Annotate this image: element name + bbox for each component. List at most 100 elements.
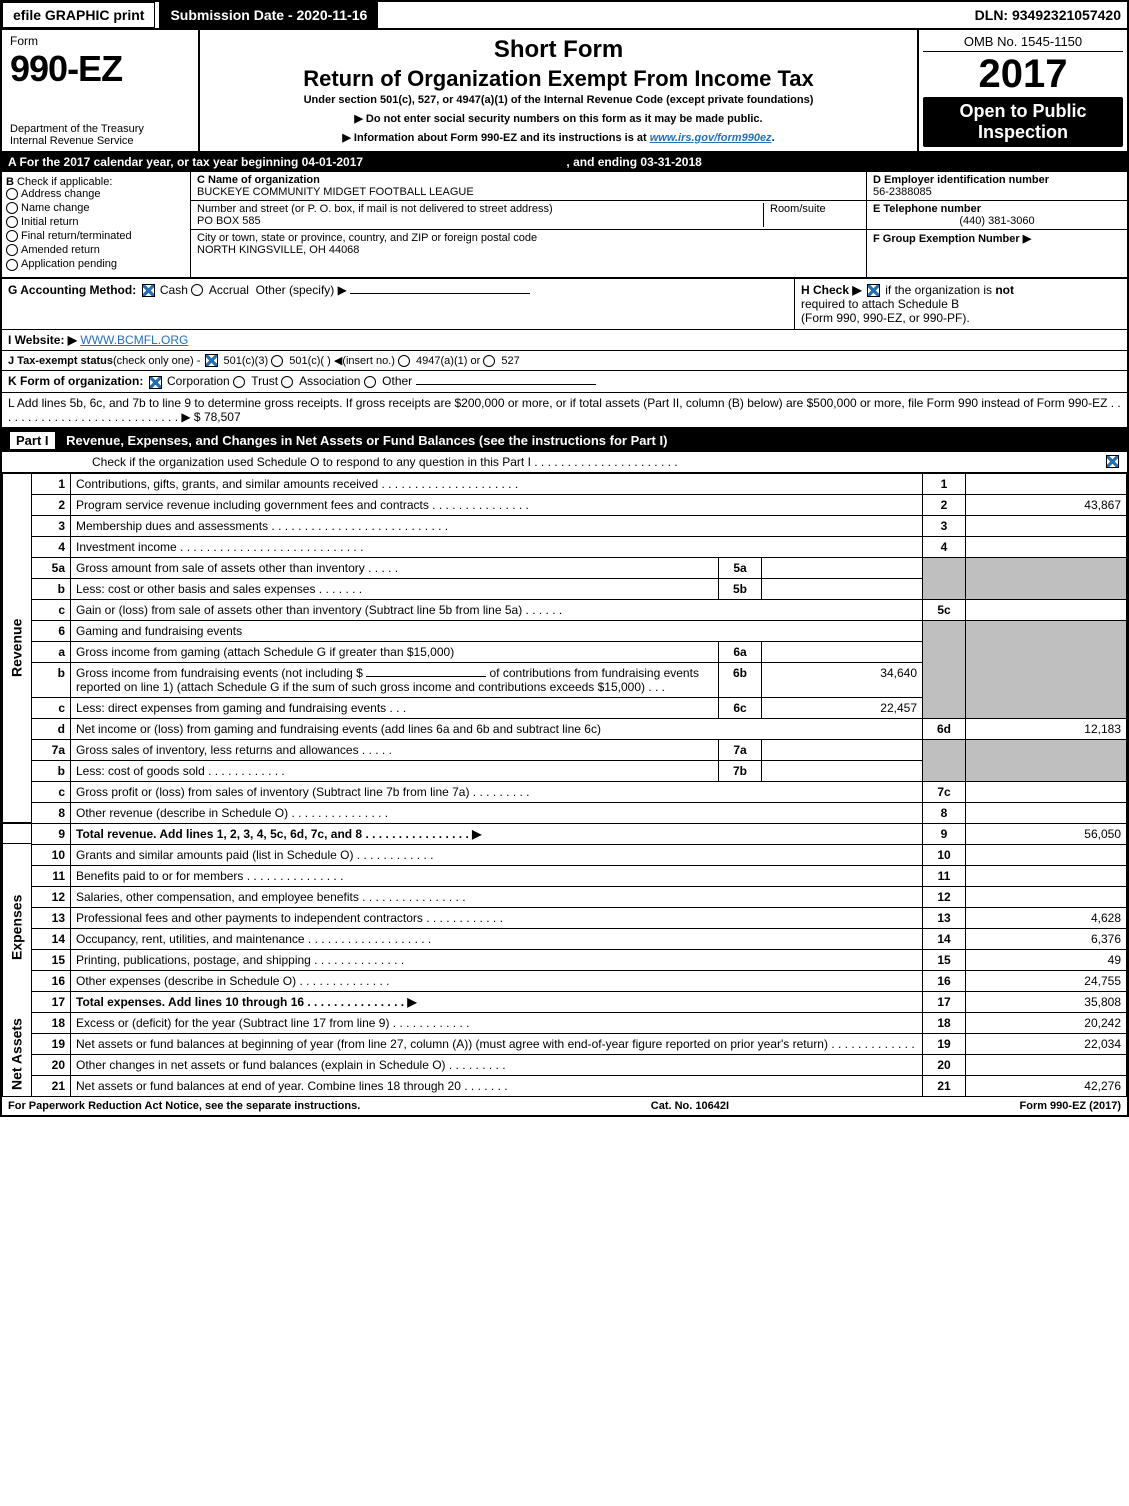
opt-final-return: Final return/terminated	[21, 230, 132, 242]
line-18-desc: Excess or (deficit) for the year (Subtra…	[71, 1012, 923, 1033]
line-17-num: 17	[32, 991, 71, 1012]
line-3: 3 Membership dues and assessments . . . …	[3, 515, 1127, 536]
line-5b-desc: Less: cost or other basis and sales expe…	[71, 578, 719, 599]
line-3-boxnum: 3	[923, 515, 966, 536]
line-6b-desc: Gross income from fundraising events (no…	[71, 662, 719, 697]
shaded-7	[923, 739, 966, 781]
title-right: OMB No. 1545-1150 2017 Open to Public In…	[917, 30, 1127, 151]
radio-4947-icon[interactable]	[398, 355, 410, 367]
row-g-label: G Accounting Method:	[8, 283, 136, 297]
row-l-amount: 78,507	[204, 410, 241, 424]
line-7b-box: 7b	[719, 760, 762, 781]
radio-trust-icon[interactable]	[233, 376, 245, 388]
irs-link-text: www.irs.gov/form990ez	[650, 132, 772, 144]
ein-cell: D Employer identification number 56-2388…	[867, 172, 1127, 201]
shaded-7-val	[966, 739, 1127, 781]
line-15-num: 15	[32, 949, 71, 970]
line-16-desc: Other expenses (describe in Schedule O) …	[71, 970, 923, 991]
checkbox-amended-return[interactable]: Amended return	[6, 244, 186, 256]
line-18: Net Assets 18 Excess or (deficit) for th…	[3, 1012, 1127, 1033]
row-h: H Check ▶ if the organization is not req…	[794, 279, 1127, 329]
checkbox-final-return[interactable]: Final return/terminated	[6, 230, 186, 242]
line-13-boxnum: 13	[923, 907, 966, 928]
radio-icon	[6, 188, 18, 200]
radio-icon	[6, 244, 18, 256]
efile-print-button[interactable]: efile GRAPHIC print	[2, 2, 155, 28]
row-j: J Tax-exempt status(check only one) - 50…	[2, 351, 1127, 372]
tel-value: (440) 381-3060	[873, 215, 1121, 227]
line-6b-desc1: Gross income from fundraising events (no…	[76, 666, 363, 680]
line-17-boxnum: 17	[923, 991, 966, 1012]
checkbox-initial-return[interactable]: Initial return	[6, 216, 186, 228]
opt-4947: 4947(a)(1) or	[416, 355, 480, 367]
check-schedule-o-icon[interactable]	[1106, 455, 1119, 468]
website-link[interactable]: WWW.BCMFL.ORG	[80, 333, 188, 347]
checkbox-h-icon[interactable]	[867, 284, 880, 297]
checkbox-name-change[interactable]: Name change	[6, 202, 186, 214]
opt-trust: Trust	[251, 374, 278, 388]
line-19-num: 19	[32, 1033, 71, 1054]
line-2-boxnum: 2	[923, 494, 966, 515]
line-3-desc: Membership dues and assessments . . . . …	[71, 515, 923, 536]
footer-left: For Paperwork Reduction Act Notice, see …	[8, 1100, 360, 1112]
radio-icon	[6, 216, 18, 228]
line-19-val: 22,034	[966, 1033, 1127, 1054]
revenue-side-bottom	[3, 823, 32, 844]
address-cell: Number and street (or P. O. box, if mail…	[191, 201, 866, 230]
instruction-1: ▶ Do not enter social security numbers o…	[204, 112, 913, 125]
other-specify-input[interactable]	[350, 293, 530, 294]
radio-527-icon[interactable]	[483, 355, 495, 367]
other-org-input[interactable]	[416, 384, 596, 385]
line-21: 21 Net assets or fund balances at end of…	[3, 1075, 1127, 1096]
checkbox-address-change[interactable]: Address change	[6, 188, 186, 200]
checkbox-cash-icon[interactable]	[142, 284, 155, 297]
instruction-2-prefix: ▶ Information about Form 990-EZ and its …	[342, 132, 649, 144]
line-6c-box: 6c	[719, 697, 762, 718]
line-4: 4 Investment income . . . . . . . . . . …	[3, 536, 1127, 557]
line-7a-desc: Gross sales of inventory, less returns a…	[71, 739, 719, 760]
line-5b-num: b	[32, 578, 71, 599]
line-8-desc: Other revenue (describe in Schedule O) .…	[71, 802, 923, 823]
line-3-num: 3	[32, 515, 71, 536]
line-15-boxnum: 15	[923, 949, 966, 970]
line-12-desc: Salaries, other compensation, and employ…	[71, 886, 923, 907]
opt-other-specify: Other (specify) ▶	[256, 283, 347, 297]
radio-other-icon[interactable]	[364, 376, 376, 388]
tax-year: 2017	[923, 52, 1123, 97]
line-9: 9 Total revenue. Add lines 1, 2, 3, 4, 5…	[3, 823, 1127, 844]
group-label: F Group Exemption Number ▶	[873, 233, 1031, 245]
opt-cash: Cash	[160, 283, 188, 297]
city-value: NORTH KINGSVILLE, OH 44068	[197, 244, 359, 256]
line-2-val: 43,867	[966, 494, 1127, 515]
radio-assoc-icon[interactable]	[281, 376, 293, 388]
line-6b-blank[interactable]	[366, 676, 486, 677]
row-h-not: not	[995, 283, 1014, 297]
opt-association: Association	[299, 374, 360, 388]
line-6c-num: c	[32, 697, 71, 718]
line-5a-num: 5a	[32, 557, 71, 578]
line-15: 15 Printing, publications, postage, and …	[3, 949, 1127, 970]
instruction-2: ▶ Information about Form 990-EZ and its …	[204, 131, 913, 144]
line-5c-desc: Gain or (loss) from sale of assets other…	[71, 599, 923, 620]
box-d: D Employer identification number 56-2388…	[866, 172, 1127, 277]
group-cell: F Group Exemption Number ▶	[867, 230, 1127, 247]
org-name-label: C Name of organization	[197, 174, 320, 186]
checkbox-application-pending[interactable]: Application pending	[6, 258, 186, 270]
line-20-val	[966, 1054, 1127, 1075]
line-6a-boxval	[762, 641, 923, 662]
line-21-val: 42,276	[966, 1075, 1127, 1096]
checkbox-corp-icon[interactable]	[149, 376, 162, 389]
checkbox-501c3-icon[interactable]	[205, 354, 218, 367]
radio-501c-icon[interactable]	[271, 355, 283, 367]
submission-date-button[interactable]: Submission Date - 2020-11-16	[159, 2, 378, 28]
dept-line2: Internal Revenue Service	[10, 135, 134, 147]
line-4-val	[966, 536, 1127, 557]
opt-501c3: 501(c)(3)	[224, 355, 269, 367]
tel-cell: E Telephone number (440) 381-3060	[867, 201, 1127, 230]
line-6d-boxnum: 6d	[923, 718, 966, 739]
line-1: Revenue 1 Contributions, gifts, grants, …	[3, 473, 1127, 494]
irs-link[interactable]: www.irs.gov/form990ez	[650, 132, 772, 144]
row-g: G Accounting Method: Cash Accrual Other …	[2, 279, 794, 329]
return-title: Return of Organization Exempt From Incom…	[204, 66, 913, 92]
radio-accrual-icon[interactable]	[191, 284, 203, 296]
